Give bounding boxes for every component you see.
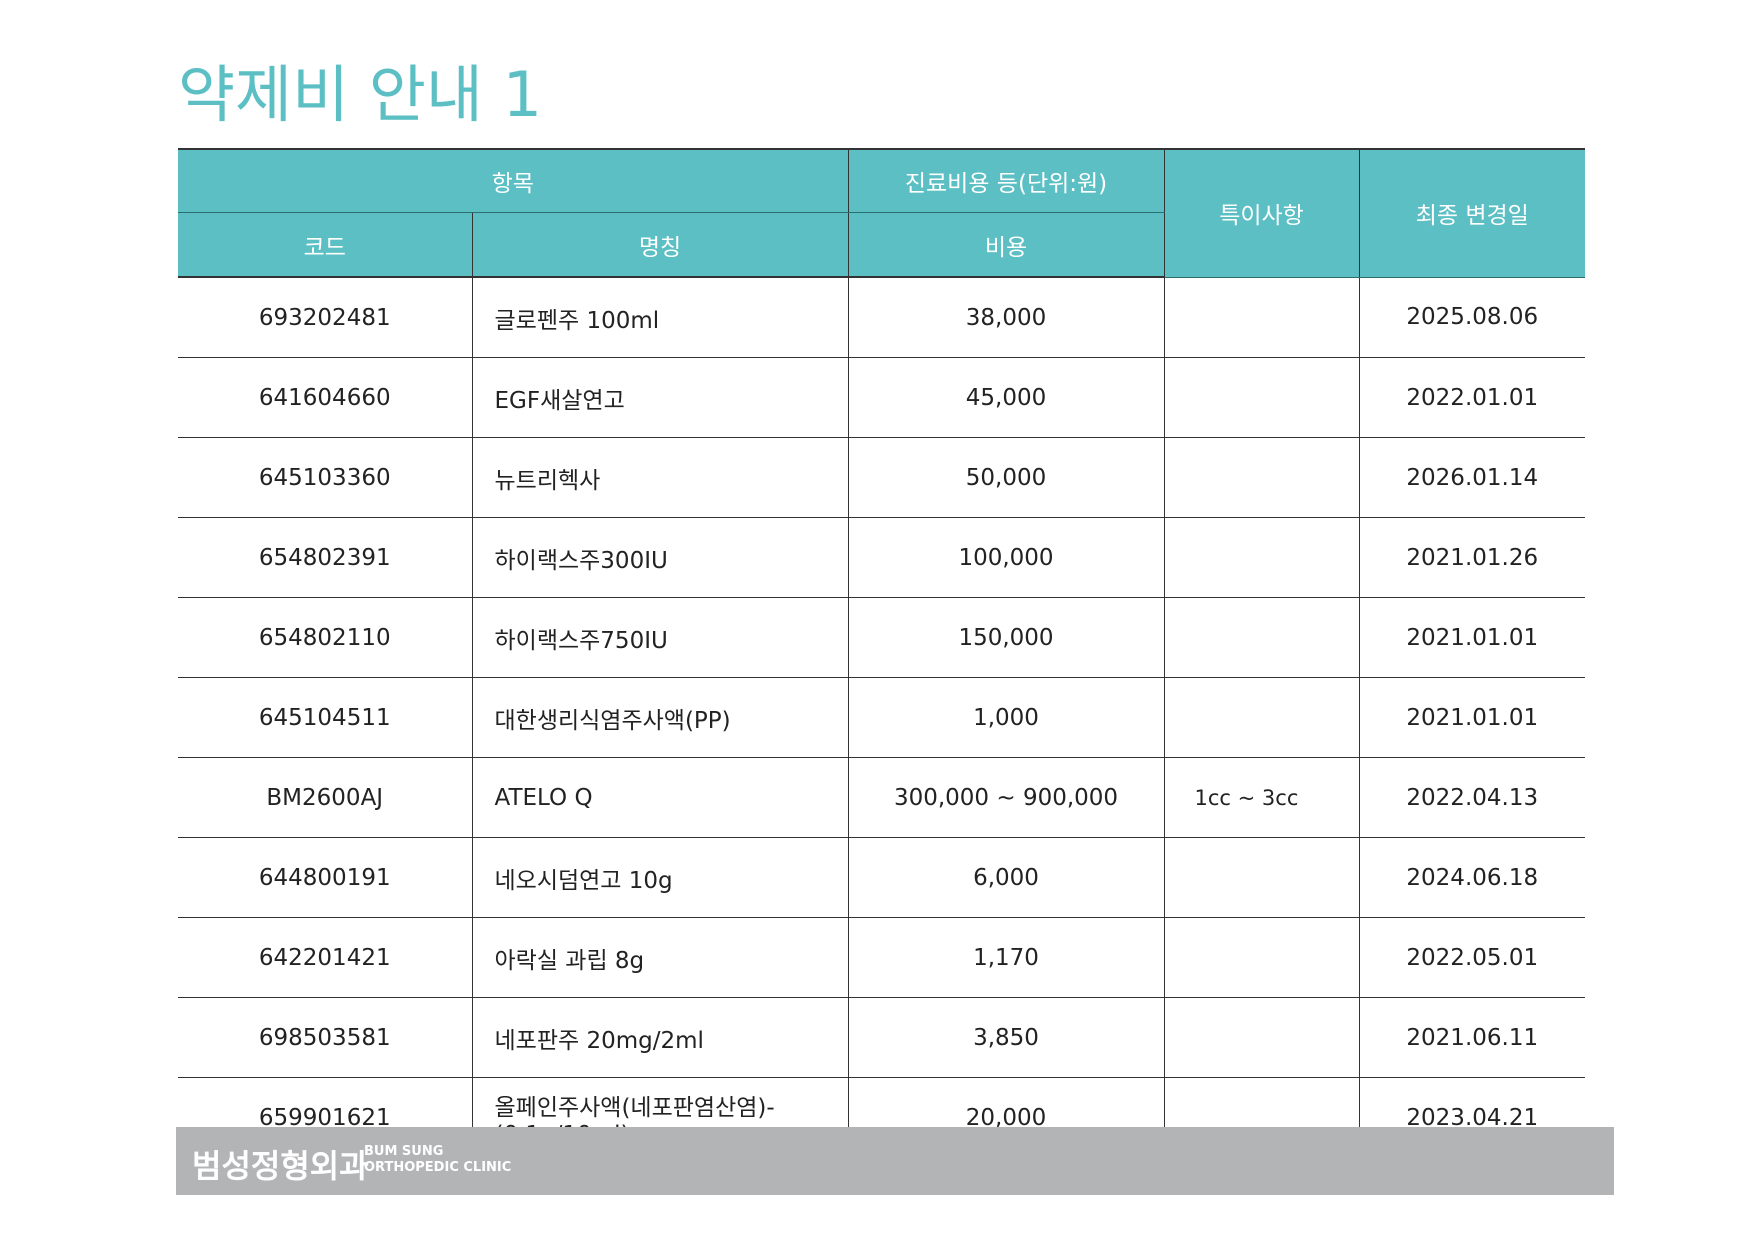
sub-header: 비용 xyxy=(847,212,1165,278)
cost-cell: 6,000 xyxy=(847,837,1165,918)
note-cell xyxy=(1163,597,1360,678)
table-row: 641604660 EGF새살연고 45,000 2022.01.01 xyxy=(178,357,1586,438)
note-cell xyxy=(1163,357,1360,438)
table-row: 642201421 아락실 과립 8g 1,170 2022.05.01 xyxy=(178,917,1586,998)
code-cell: 693202481 xyxy=(178,277,473,358)
code-cell: 645104511 xyxy=(178,677,473,758)
footer: 범성정형외과 BUM SUNG ORTHOPEDIC CLINIC xyxy=(176,1127,1614,1195)
page-title: 약제비 안내 1 xyxy=(178,58,543,131)
name-cell: 뉴트리헥사 xyxy=(471,437,849,518)
table-row: 644800191 네오시덤연고 10g 6,000 2024.06.18 xyxy=(178,837,1586,918)
clinic-name: 범성정형외과 xyxy=(192,1147,369,1185)
sub-header: 명칭 xyxy=(471,212,849,278)
name-cell: 아락실 과립 8g xyxy=(471,917,849,998)
note-cell xyxy=(1163,997,1360,1078)
cost-cell: 300,000 ~ 900,000 xyxy=(847,757,1165,838)
date-cell: 2025.08.06 xyxy=(1358,277,1586,358)
date-cell: 2022.01.01 xyxy=(1358,357,1586,438)
code-cell: 654802391 xyxy=(178,517,473,598)
clinic-english-line: BUM SUNG xyxy=(364,1144,444,1159)
clinic-english: BUM SUNG ORTHOPEDIC CLINIC xyxy=(364,1144,511,1176)
cost-cell: 38,000 xyxy=(847,277,1165,358)
table-row: 654802110 하이랙스주750IU 150,000 2021.01.01 xyxy=(178,597,1586,678)
group-header: 진료비용 등(단위:원) xyxy=(847,148,1165,213)
group-header: 최종 변경일 xyxy=(1358,148,1586,278)
date-cell: 2022.04.13 xyxy=(1358,757,1586,838)
name-cell: 네오시덤연고 10g xyxy=(471,837,849,918)
table-row: 698503581 네포판주 20mg/2ml 3,850 2021.06.11 xyxy=(178,997,1586,1078)
name-cell: ATELO Q xyxy=(471,757,849,838)
table-row: 645104511 대한생리식염주사액(PP) 1,000 2021.01.01 xyxy=(178,677,1586,758)
note-cell xyxy=(1163,517,1360,598)
note-cell xyxy=(1163,277,1360,358)
date-cell: 2021.06.11 xyxy=(1358,997,1586,1078)
cost-cell: 100,000 xyxy=(847,517,1165,598)
cost-cell: 45,000 xyxy=(847,357,1165,438)
code-cell: 654802110 xyxy=(178,597,473,678)
note-cell xyxy=(1163,837,1360,918)
note-cell xyxy=(1163,917,1360,998)
name-cell: 하이랙스주300IU xyxy=(471,517,849,598)
code-cell: BM2600AJ xyxy=(178,757,473,838)
table-row: 654802391 하이랙스주300IU 100,000 2021.01.26 xyxy=(178,517,1586,598)
date-cell: 2026.01.14 xyxy=(1358,437,1586,518)
table-row: 645103360 뉴트리헥사 50,000 2026.01.14 xyxy=(178,437,1586,518)
name-cell: 네포판주 20mg/2ml xyxy=(471,997,849,1078)
cost-cell: 3,850 xyxy=(847,997,1165,1078)
table-row: 693202481 글로펜주 100ml 38,000 2025.08.06 xyxy=(178,277,1586,358)
clinic-english-line: ORTHOPEDIC CLINIC xyxy=(364,1160,512,1175)
price-table: 항목 진료비용 등(단위:원) 특이사항 최종 변경일 코드 명칭 비용 693… xyxy=(178,148,1586,1158)
cost-cell: 150,000 xyxy=(847,597,1165,678)
note-cell: 1cc ~ 3cc xyxy=(1163,757,1360,838)
code-cell: 641604660 xyxy=(178,357,473,438)
sub-header: 코드 xyxy=(178,212,473,278)
note-cell xyxy=(1163,677,1360,758)
date-cell: 2021.01.26 xyxy=(1358,517,1586,598)
name-cell: EGF새살연고 xyxy=(471,357,849,438)
date-cell: 2021.01.01 xyxy=(1358,597,1586,678)
code-cell: 644800191 xyxy=(178,837,473,918)
date-cell: 2024.06.18 xyxy=(1358,837,1586,918)
group-header: 특이사항 xyxy=(1163,148,1360,278)
table-body: 693202481 글로펜주 100ml 38,000 2025.08.06 64160… xyxy=(178,277,1586,1158)
code-cell: 642201421 xyxy=(178,917,473,998)
name-cell: 글로펜주 100ml xyxy=(471,277,849,358)
code-cell: 645103360 xyxy=(178,437,473,518)
cost-cell: 1,170 xyxy=(847,917,1165,998)
name-cell: 대한생리식염주사액(PP) xyxy=(471,677,849,758)
date-cell: 2022.05.01 xyxy=(1358,917,1586,998)
group-header: 항목 xyxy=(178,148,849,213)
table-row: BM2600AJ ATELO Q 300,000 ~ 900,000 1cc ~ 3c… xyxy=(178,757,1586,838)
cost-cell: 50,000 xyxy=(847,437,1165,518)
code-cell: 698503581 xyxy=(178,997,473,1078)
cost-cell: 1,000 xyxy=(847,677,1165,758)
note-cell xyxy=(1163,437,1360,518)
name-cell: 하이랙스주750IU xyxy=(471,597,849,678)
date-cell: 2021.01.01 xyxy=(1358,677,1586,758)
